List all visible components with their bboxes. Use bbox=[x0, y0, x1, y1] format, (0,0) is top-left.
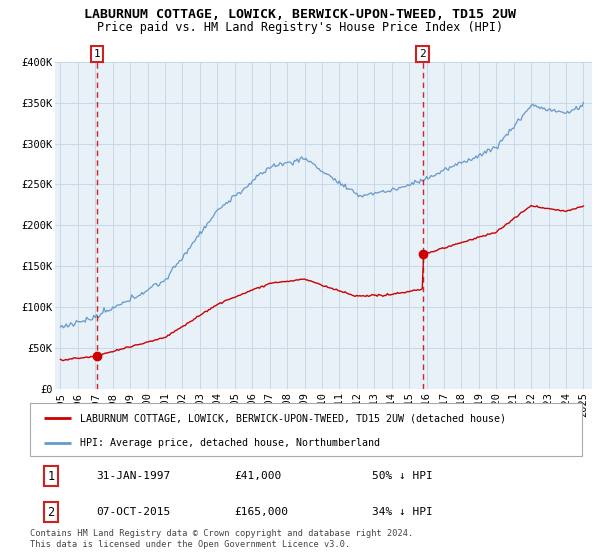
Text: 50% ↓ HPI: 50% ↓ HPI bbox=[372, 471, 433, 481]
Text: 1: 1 bbox=[94, 49, 100, 59]
Text: 34% ↓ HPI: 34% ↓ HPI bbox=[372, 507, 433, 517]
Text: Price paid vs. HM Land Registry's House Price Index (HPI): Price paid vs. HM Land Registry's House … bbox=[97, 21, 503, 34]
Text: £165,000: £165,000 bbox=[234, 507, 288, 517]
Text: 2: 2 bbox=[47, 506, 55, 519]
Text: 2: 2 bbox=[419, 49, 426, 59]
Text: £41,000: £41,000 bbox=[234, 471, 281, 481]
Text: 1: 1 bbox=[47, 470, 55, 483]
Text: HPI: Average price, detached house, Northumberland: HPI: Average price, detached house, Nort… bbox=[80, 438, 380, 448]
Text: Contains HM Land Registry data © Crown copyright and database right 2024.
This d: Contains HM Land Registry data © Crown c… bbox=[30, 529, 413, 549]
Text: LABURNUM COTTAGE, LOWICK, BERWICK-UPON-TWEED, TD15 2UW: LABURNUM COTTAGE, LOWICK, BERWICK-UPON-T… bbox=[84, 8, 516, 21]
Text: 31-JAN-1997: 31-JAN-1997 bbox=[96, 471, 170, 481]
Text: LABURNUM COTTAGE, LOWICK, BERWICK-UPON-TWEED, TD15 2UW (detached house): LABURNUM COTTAGE, LOWICK, BERWICK-UPON-T… bbox=[80, 413, 506, 423]
Text: 07-OCT-2015: 07-OCT-2015 bbox=[96, 507, 170, 517]
